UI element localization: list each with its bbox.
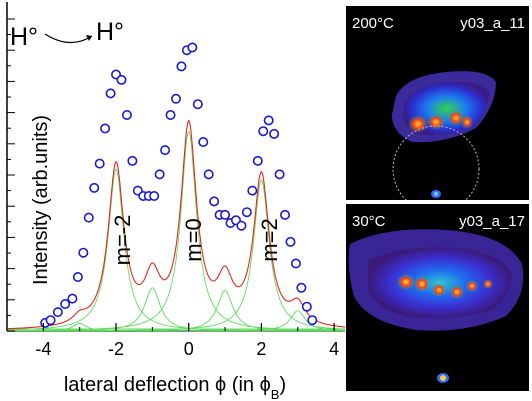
data-point xyxy=(247,185,258,196)
data-point xyxy=(154,169,165,180)
data-point xyxy=(203,169,214,180)
x-tick-label: -4 xyxy=(35,339,51,359)
detector-panel-200c: 200°C y03_a_11 xyxy=(346,6,529,200)
data-point xyxy=(263,115,274,126)
data-point xyxy=(307,315,318,326)
detector-image-200c xyxy=(391,71,496,200)
fit-component-curve xyxy=(7,310,346,332)
arrow-head xyxy=(86,35,92,41)
x-tick-label: -2 xyxy=(108,339,124,359)
data-point xyxy=(116,74,127,85)
peak-label: m=0 xyxy=(181,218,206,261)
data-points xyxy=(40,42,318,328)
data-point xyxy=(52,307,63,318)
data-point xyxy=(285,236,296,247)
x-tick-label: 0 xyxy=(184,339,194,359)
data-point xyxy=(83,212,94,223)
panel-run-label: y03_a_17 xyxy=(459,213,525,230)
data-point xyxy=(220,209,231,220)
data-point xyxy=(45,315,56,326)
data-point xyxy=(198,137,209,148)
data-point xyxy=(127,155,138,166)
x-tick-label: 4 xyxy=(329,339,339,359)
data-point xyxy=(301,301,312,312)
y-axis-label: Intensity (arb.units) xyxy=(30,115,52,285)
data-point xyxy=(89,182,100,193)
panel-run-label: y03_a_11 xyxy=(460,15,525,32)
detector-panel-30c: 30°C y03_a_17 xyxy=(346,204,529,391)
data-point xyxy=(258,126,269,137)
panel-temp-label: 200°C xyxy=(352,15,394,32)
plot-frame xyxy=(6,2,345,332)
fit-components xyxy=(7,130,346,332)
data-point xyxy=(274,169,285,180)
data-point xyxy=(280,209,291,220)
inset-label-right: H° xyxy=(96,18,124,46)
y-axis: Intensity (arb.units) xyxy=(7,18,52,332)
data-point xyxy=(252,155,263,166)
data-point xyxy=(187,42,198,53)
data-point xyxy=(160,145,171,156)
x-tick-label: 2 xyxy=(256,339,266,359)
data-point xyxy=(121,110,132,121)
fit-total-curve xyxy=(6,119,346,330)
data-point xyxy=(94,158,105,169)
data-point xyxy=(100,123,111,134)
fit-component-curve xyxy=(7,130,345,331)
data-point xyxy=(236,220,247,231)
data-point xyxy=(67,293,78,304)
data-point xyxy=(176,61,187,72)
data-point xyxy=(209,196,220,207)
peak-label: m=-2 xyxy=(110,215,135,266)
data-point xyxy=(192,99,203,110)
data-point xyxy=(165,110,176,121)
data-point xyxy=(72,271,83,282)
x-axis-label: lateral deflection ϕ (in ϕB) xyxy=(64,374,286,401)
data-point xyxy=(269,128,280,139)
panel-temp-label: 30°C xyxy=(352,213,386,230)
arrow-curve xyxy=(44,33,93,44)
data-point xyxy=(296,282,307,293)
fit-total xyxy=(6,119,346,330)
annotations: H° H° m=-2 m=0 m=2 xyxy=(10,18,282,265)
data-point xyxy=(60,298,71,309)
inset-label-left: H° xyxy=(10,23,38,51)
data-point xyxy=(149,191,160,202)
data-point xyxy=(171,93,182,104)
data-point xyxy=(290,258,301,269)
peak-label: m=2 xyxy=(257,218,282,261)
data-point xyxy=(78,247,89,258)
x-axis: -4 -2 0 2 4 lateral deflection ϕ (in ϕB) xyxy=(6,323,339,401)
data-point xyxy=(241,207,252,218)
detector-image-30c xyxy=(348,229,524,383)
data-point xyxy=(105,88,116,99)
